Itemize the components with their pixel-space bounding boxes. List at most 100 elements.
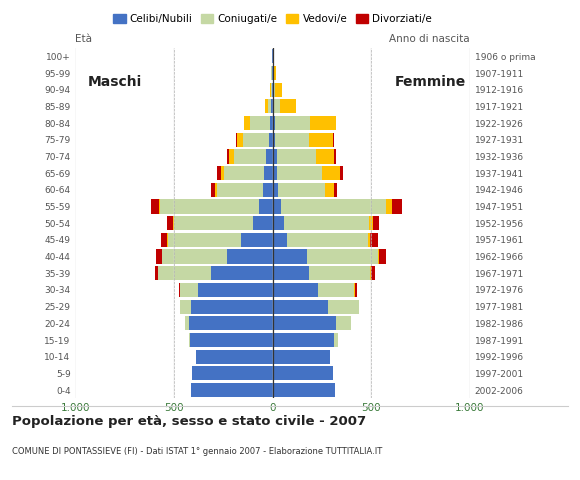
Bar: [309, 266, 370, 280]
Bar: [284, 216, 369, 230]
Bar: [185, 316, 189, 330]
Bar: [273, 83, 274, 97]
Bar: [272, 66, 273, 80]
Bar: [266, 149, 273, 164]
Bar: [222, 166, 224, 180]
Bar: [198, 283, 273, 297]
Bar: [318, 283, 354, 297]
Bar: [151, 199, 160, 214]
Bar: [273, 199, 281, 214]
Bar: [273, 132, 275, 147]
Bar: [334, 149, 336, 164]
Text: Popolazione per età, sesso e stato civile - 2007: Popolazione per età, sesso e stato civil…: [12, 415, 366, 428]
Bar: [273, 233, 288, 247]
Bar: [236, 132, 237, 147]
Bar: [280, 99, 296, 113]
Bar: [310, 116, 336, 130]
Bar: [229, 149, 234, 164]
Bar: [369, 216, 373, 230]
Bar: [227, 149, 229, 164]
Bar: [322, 166, 340, 180]
Bar: [190, 333, 273, 347]
Bar: [273, 283, 318, 297]
Bar: [167, 233, 168, 247]
Bar: [273, 216, 284, 230]
Bar: [162, 250, 227, 264]
Bar: [273, 166, 277, 180]
Bar: [368, 233, 370, 247]
Bar: [179, 283, 180, 297]
Bar: [273, 316, 336, 330]
Bar: [273, 300, 328, 314]
Bar: [237, 132, 243, 147]
Bar: [334, 333, 338, 347]
Bar: [160, 199, 259, 214]
Bar: [271, 99, 273, 113]
Bar: [155, 266, 158, 280]
Bar: [227, 250, 273, 264]
Bar: [189, 316, 273, 330]
Bar: [334, 183, 337, 197]
Legend: Celibi/Nubili, Coniugati/e, Vedovi/e, Divorziati/e: Celibi/Nubili, Coniugati/e, Vedovi/e, Di…: [109, 10, 436, 28]
Bar: [263, 183, 273, 197]
Bar: [273, 383, 335, 397]
Bar: [386, 199, 392, 214]
Text: Anno di nascita: Anno di nascita: [389, 35, 470, 45]
Bar: [370, 266, 371, 280]
Bar: [274, 99, 280, 113]
Bar: [212, 266, 273, 280]
Bar: [168, 233, 241, 247]
Bar: [281, 199, 386, 214]
Bar: [274, 83, 275, 97]
Bar: [277, 166, 322, 180]
Bar: [379, 250, 386, 264]
Text: COMUNE DI PONTASSIEVE (FI) - Dati ISTAT 1° gennaio 2007 - Elaborazione TUTTITALI: COMUNE DI PONTASSIEVE (FI) - Dati ISTAT …: [12, 446, 382, 456]
Bar: [191, 300, 273, 314]
Bar: [273, 183, 278, 197]
Bar: [161, 233, 167, 247]
Bar: [264, 166, 273, 180]
Bar: [218, 166, 222, 180]
Bar: [243, 132, 269, 147]
Bar: [273, 116, 274, 130]
Bar: [241, 233, 273, 247]
Bar: [271, 83, 273, 97]
Bar: [215, 183, 218, 197]
Text: Età: Età: [75, 35, 92, 45]
Bar: [273, 149, 277, 164]
Bar: [310, 132, 333, 147]
Bar: [158, 266, 212, 280]
Bar: [273, 66, 274, 80]
Bar: [328, 300, 360, 314]
Bar: [277, 149, 316, 164]
Bar: [212, 183, 215, 197]
Bar: [173, 216, 174, 230]
Bar: [268, 99, 271, 113]
Bar: [259, 199, 273, 214]
Bar: [180, 300, 191, 314]
Bar: [180, 283, 198, 297]
Bar: [218, 183, 263, 197]
Bar: [273, 333, 333, 347]
Text: Femmine: Femmine: [395, 75, 466, 89]
Bar: [265, 99, 268, 113]
Bar: [316, 149, 334, 164]
Bar: [174, 216, 253, 230]
Bar: [307, 250, 378, 264]
Bar: [336, 316, 351, 330]
Bar: [325, 183, 333, 197]
Bar: [373, 216, 379, 230]
Bar: [192, 366, 273, 381]
Bar: [274, 66, 276, 80]
Bar: [250, 116, 270, 130]
Bar: [370, 233, 378, 247]
Bar: [378, 250, 379, 264]
Bar: [275, 132, 310, 147]
Bar: [273, 266, 309, 280]
Bar: [371, 266, 375, 280]
Bar: [274, 116, 310, 130]
Bar: [273, 366, 333, 381]
Bar: [288, 233, 368, 247]
Bar: [156, 250, 162, 264]
Bar: [189, 333, 190, 347]
